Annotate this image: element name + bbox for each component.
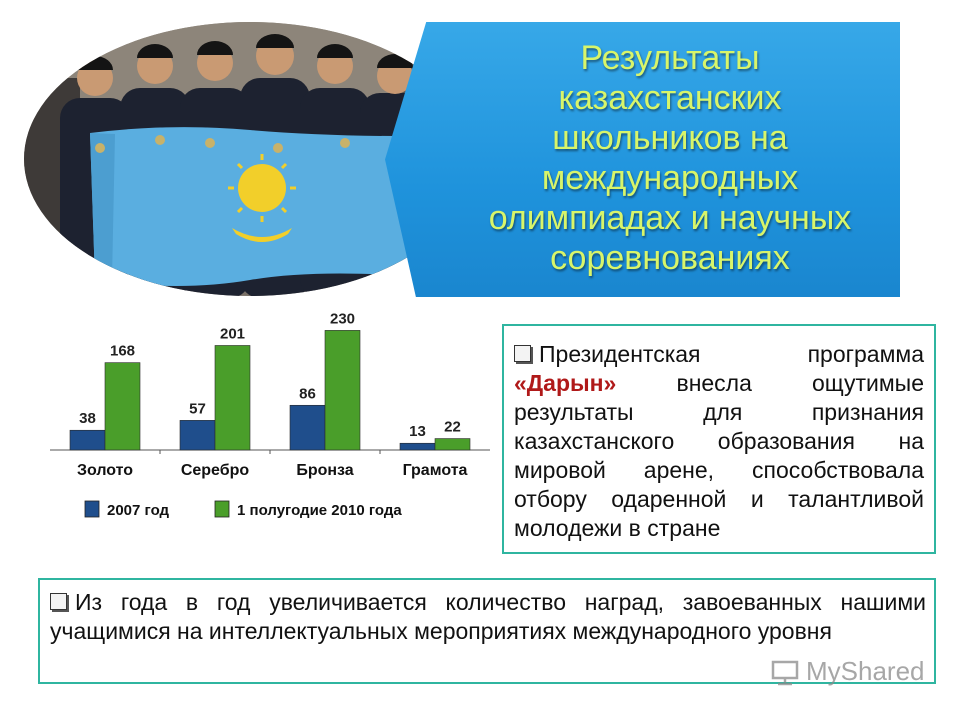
bar bbox=[399, 442, 436, 451]
slide-title: Результаты казахстанских школьников на м… bbox=[488, 39, 852, 277]
program-name-highlight: «Дарын» bbox=[514, 370, 617, 396]
legend-label: 2007 год bbox=[107, 502, 170, 519]
category-label: Серебро bbox=[181, 462, 250, 479]
bar bbox=[289, 404, 326, 451]
data-label: 86 bbox=[299, 385, 316, 402]
data-label: 38 bbox=[79, 410, 96, 427]
bar bbox=[69, 429, 106, 451]
awards-growth-text: Из года в год увеличивается количество н… bbox=[50, 589, 926, 644]
data-label: 168 bbox=[110, 343, 135, 360]
checkbox-bullet-icon bbox=[50, 593, 67, 610]
program-text-intro: Президентская программа bbox=[539, 341, 924, 367]
checkbox-bullet-icon bbox=[514, 345, 531, 362]
legend-label: 1 полугодие 2010 года bbox=[237, 502, 402, 519]
legend-swatch bbox=[84, 500, 100, 518]
title-banner bbox=[385, 22, 900, 297]
bar bbox=[104, 362, 141, 451]
program-info-box: Президентская программа «Дарын» внесла о… bbox=[502, 324, 936, 554]
data-label: 57 bbox=[189, 400, 206, 417]
legend-swatch bbox=[214, 500, 230, 518]
bar bbox=[434, 438, 471, 451]
data-label: 230 bbox=[330, 310, 355, 327]
category-label: Бронза bbox=[296, 462, 353, 479]
program-text-body: внесла ощутимые результаты для признания… bbox=[514, 370, 924, 541]
awards-bar-chart: 38 168 Золото 57 201 Серебро 86 230 Бронза 13 22 Гр… bbox=[50, 310, 490, 519]
data-label: 13 bbox=[409, 423, 426, 440]
presentation-icon bbox=[771, 660, 799, 685]
watermark: MyShared bbox=[770, 656, 925, 687]
bar bbox=[214, 345, 251, 451]
bar bbox=[179, 420, 216, 451]
awards-growth-box: Из года в год увеличивается количество н… bbox=[38, 578, 936, 684]
category-label: Золото bbox=[77, 462, 133, 479]
data-label: 201 bbox=[220, 325, 245, 342]
watermark-text: MyShared bbox=[806, 656, 925, 686]
data-label: 22 bbox=[444, 419, 461, 436]
category-label: Грамота bbox=[403, 462, 468, 479]
bar bbox=[324, 330, 361, 451]
